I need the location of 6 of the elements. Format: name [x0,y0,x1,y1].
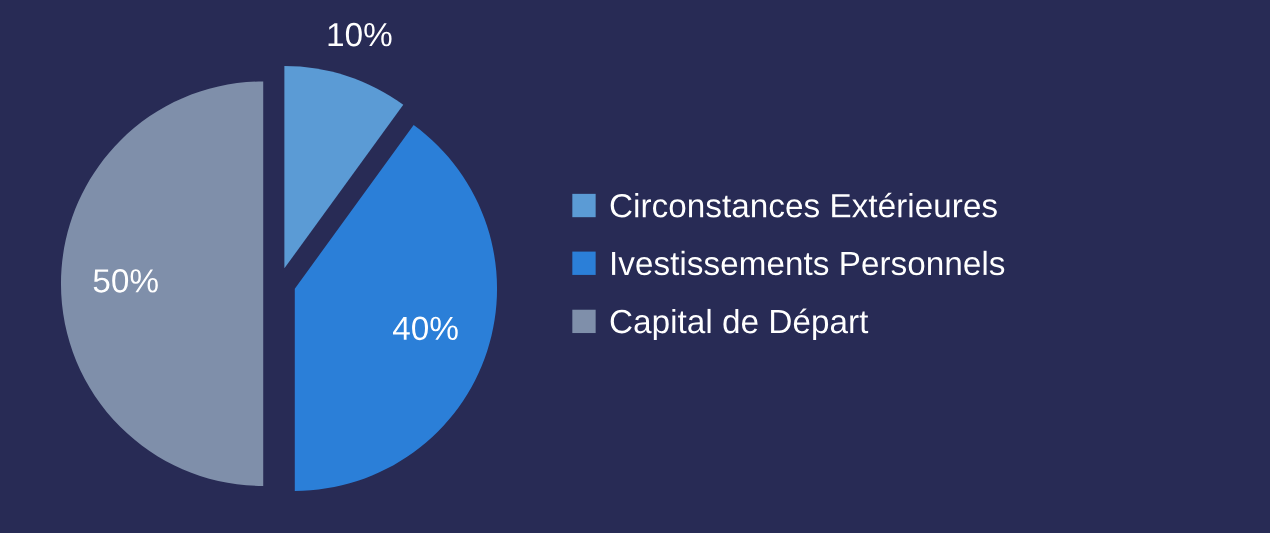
legend-label: Ivestissements Personnels [612,250,1005,276]
data-label: 40% [392,316,458,341]
legend-label: Circonstances Extérieures [610,192,997,218]
data-label: 10% [328,22,392,47]
legend-label: Capital de Départ [610,308,869,340]
data-label: 50% [93,269,158,293]
